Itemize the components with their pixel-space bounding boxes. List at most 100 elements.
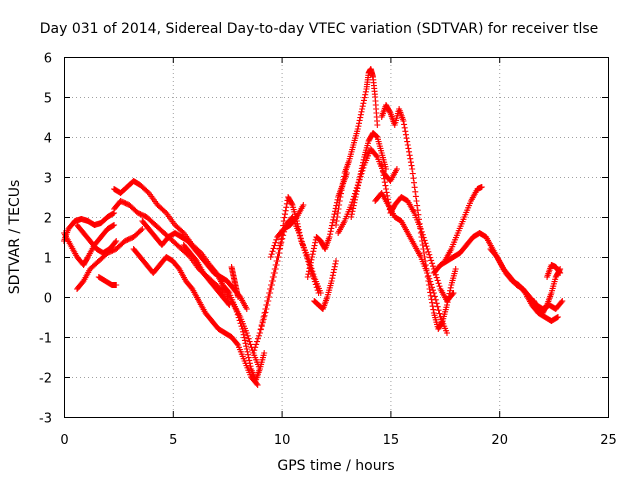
data-point	[429, 287, 436, 294]
series-arc-17	[333, 66, 381, 228]
data-point	[253, 380, 260, 387]
data-point	[336, 202, 343, 208]
data-point	[355, 179, 362, 186]
data-point	[401, 124, 408, 131]
data-point	[295, 223, 302, 230]
axis-ticks: 0 5 10 15 20 25 -3 -2 -1 0 1 2 3 4 5 6	[39, 52, 617, 449]
data-point	[359, 103, 366, 110]
data-point	[412, 188, 419, 195]
data-point	[435, 307, 442, 314]
data-point	[351, 190, 358, 197]
data-point	[406, 148, 413, 155]
data-point	[333, 202, 340, 209]
data-point	[111, 222, 118, 228]
x-tick-label: 20	[491, 433, 508, 448]
data-point	[359, 106, 366, 112]
data-point	[354, 126, 361, 132]
data-point	[543, 303, 550, 310]
data-point	[270, 274, 277, 280]
data-point	[246, 338, 253, 345]
data-point	[307, 262, 314, 269]
data-point	[244, 332, 251, 339]
data-point	[331, 263, 338, 270]
data-point	[430, 306, 437, 313]
data-point	[432, 296, 439, 303]
data-point	[425, 248, 432, 255]
data-point	[383, 166, 390, 172]
data-point	[310, 248, 317, 255]
x-tick-label: 0	[60, 433, 68, 448]
data-point	[358, 170, 365, 177]
data-point	[312, 239, 319, 246]
data-point	[379, 165, 386, 172]
data-point	[357, 173, 364, 180]
data-point	[478, 184, 485, 190]
chart-title: Day 031 of 2014, Sidereal Day-to-day VTE…	[40, 21, 599, 37]
data-point	[450, 290, 457, 296]
data-point	[240, 328, 247, 335]
data-point	[307, 259, 314, 266]
data-point	[297, 235, 304, 242]
data-point	[308, 256, 315, 263]
data-point	[348, 202, 355, 208]
data-point	[329, 275, 336, 282]
data-point	[310, 245, 317, 252]
data-point	[422, 240, 429, 247]
data-point	[417, 226, 424, 232]
data-point	[339, 180, 346, 187]
data-point	[255, 332, 262, 339]
data-point	[246, 357, 253, 364]
data-point	[295, 226, 302, 233]
data-point	[243, 343, 250, 350]
data-point	[352, 187, 359, 194]
data-point	[330, 216, 337, 223]
data-point	[268, 286, 275, 292]
data-point	[283, 204, 290, 211]
data-point	[383, 186, 390, 192]
data-point	[138, 227, 145, 234]
data-point	[309, 254, 316, 260]
data-point	[254, 335, 261, 342]
data-point	[270, 245, 277, 252]
data-point	[557, 270, 564, 276]
data-point	[327, 231, 334, 238]
data-point	[340, 176, 347, 183]
x-tick-label: 10	[274, 433, 291, 448]
y-tick-label: 1	[44, 252, 52, 267]
data-point	[300, 202, 307, 208]
data-point	[355, 123, 362, 130]
data-point	[335, 206, 342, 212]
data-point	[334, 214, 341, 220]
data-point	[379, 168, 386, 175]
data-point	[428, 257, 435, 264]
data-point	[382, 182, 389, 189]
data-point	[225, 300, 232, 307]
data-point	[258, 323, 265, 330]
data-point	[328, 225, 335, 232]
data-point	[429, 303, 436, 310]
data-point	[272, 266, 279, 272]
data-point	[234, 340, 241, 347]
data-point	[428, 296, 435, 303]
data-point	[419, 231, 426, 238]
data-point	[305, 268, 312, 275]
data-point	[350, 196, 357, 203]
data-point	[272, 239, 279, 246]
data-point	[273, 262, 280, 268]
data-point	[261, 312, 268, 319]
series-arc-4	[74, 226, 146, 292]
data-point	[254, 338, 261, 345]
data-point	[331, 211, 338, 218]
series-arc-5	[95, 274, 120, 288]
data-point	[381, 175, 388, 182]
data-point	[241, 334, 248, 341]
data-point	[309, 251, 316, 258]
data-point	[245, 335, 252, 342]
data-point	[226, 302, 233, 308]
data-point	[373, 133, 380, 140]
data-point	[357, 114, 364, 121]
data-point	[243, 306, 250, 312]
data-point	[414, 202, 421, 209]
data-point	[411, 184, 418, 191]
data-point	[380, 172, 387, 179]
